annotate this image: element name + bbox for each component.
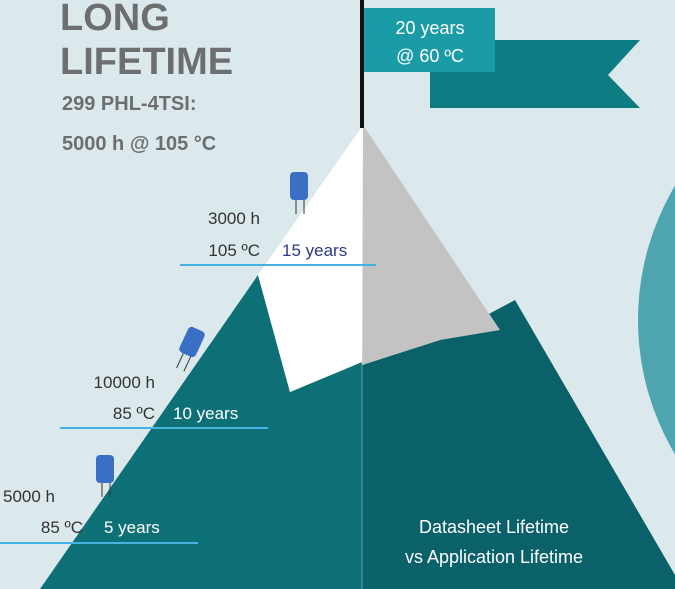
caption: vs Application Lifetime: [405, 547, 583, 567]
milestone-temperature: 85 ºC: [113, 404, 155, 423]
milestone-hours: 5000 h: [3, 487, 55, 506]
subtitle: 5000 h @ 105 °C: [62, 133, 216, 155]
milestone-lifetime: 5 years: [104, 518, 160, 537]
milestone-hours: 3000 h: [208, 209, 260, 228]
milestone-hours: 10000 h: [94, 373, 155, 392]
flag-text: @ 60 ºC: [396, 46, 464, 66]
caption: Datasheet Lifetime: [419, 517, 569, 537]
subtitle: 299 PHL-4TSI:: [62, 93, 196, 115]
flag-text: 20 years: [395, 18, 464, 38]
milestone-lifetime: 15 years: [282, 241, 347, 260]
infographic: LONG LIFETIME 299 PHL-4TSI: 5000 h @ 105…: [0, 0, 675, 589]
title: LONG: [60, 0, 170, 39]
milestone-temperature: 105 ºC: [208, 241, 260, 260]
milestone-temperature: 85 ºC: [41, 518, 83, 537]
title: LIFETIME: [60, 41, 233, 83]
milestone-lifetime: 10 years: [173, 404, 238, 423]
